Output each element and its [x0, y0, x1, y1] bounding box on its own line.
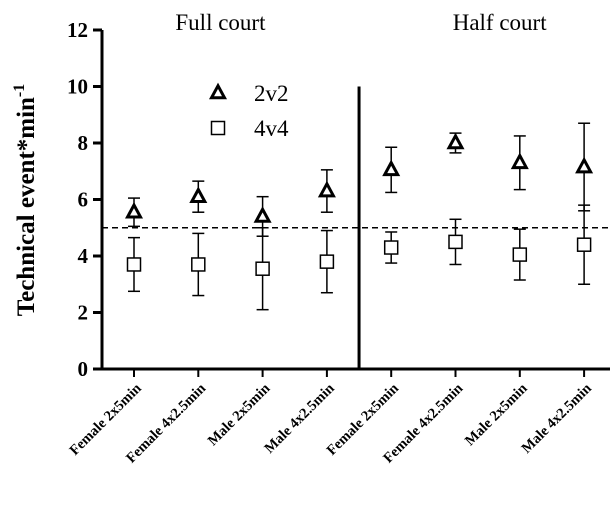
- y-tick-label: 8: [78, 131, 89, 155]
- y-ticks: 0 2 4 6 8 10 12: [67, 18, 102, 381]
- series-4v4: [126, 204, 592, 311]
- legend-label: 2v2: [254, 81, 289, 106]
- data-point: [317, 180, 336, 198]
- y-tick-label: 0: [78, 357, 89, 381]
- data-point: [446, 132, 465, 150]
- data-point: [383, 240, 399, 255]
- data-point: [124, 201, 144, 219]
- data-point: [319, 254, 335, 269]
- sections: Full court Half court: [175, 10, 547, 369]
- data-point: [255, 261, 270, 276]
- data-point: [191, 257, 206, 272]
- series-group: [124, 122, 594, 311]
- section-label: Half court: [453, 10, 547, 35]
- y-axis-label-group: Technical event*min-1: [11, 84, 40, 317]
- category-label: Male 2x5min: [205, 381, 274, 450]
- legend-marker: [210, 120, 226, 136]
- data-point: [126, 257, 142, 272]
- series-2v2: [124, 122, 594, 237]
- y-axis-label-superscript: -1: [11, 84, 28, 97]
- y-tick-label: 6: [78, 188, 89, 212]
- y-axis-label-text: Technical event*min: [13, 97, 40, 316]
- y-axis-label: Technical event*min-1: [11, 84, 40, 317]
- data-point: [189, 186, 208, 203]
- data-point: [512, 247, 528, 262]
- category-label: Male 2x5min: [462, 381, 531, 450]
- section-label: Full court: [175, 10, 266, 35]
- data-point: [382, 159, 401, 177]
- data-point: [448, 234, 463, 250]
- data-point: [576, 237, 592, 252]
- data-point: [575, 156, 594, 174]
- y-tick-label: 10: [67, 75, 88, 99]
- data-point: [510, 152, 529, 170]
- legend-marker: [208, 82, 228, 100]
- y-tick-label: 4: [78, 244, 89, 268]
- axes: [100, 30, 610, 377]
- y-tick-label: 12: [67, 18, 88, 42]
- legend-label: 4v4: [254, 116, 289, 141]
- data-point: [253, 206, 272, 223]
- y-tick-label: 2: [78, 301, 89, 325]
